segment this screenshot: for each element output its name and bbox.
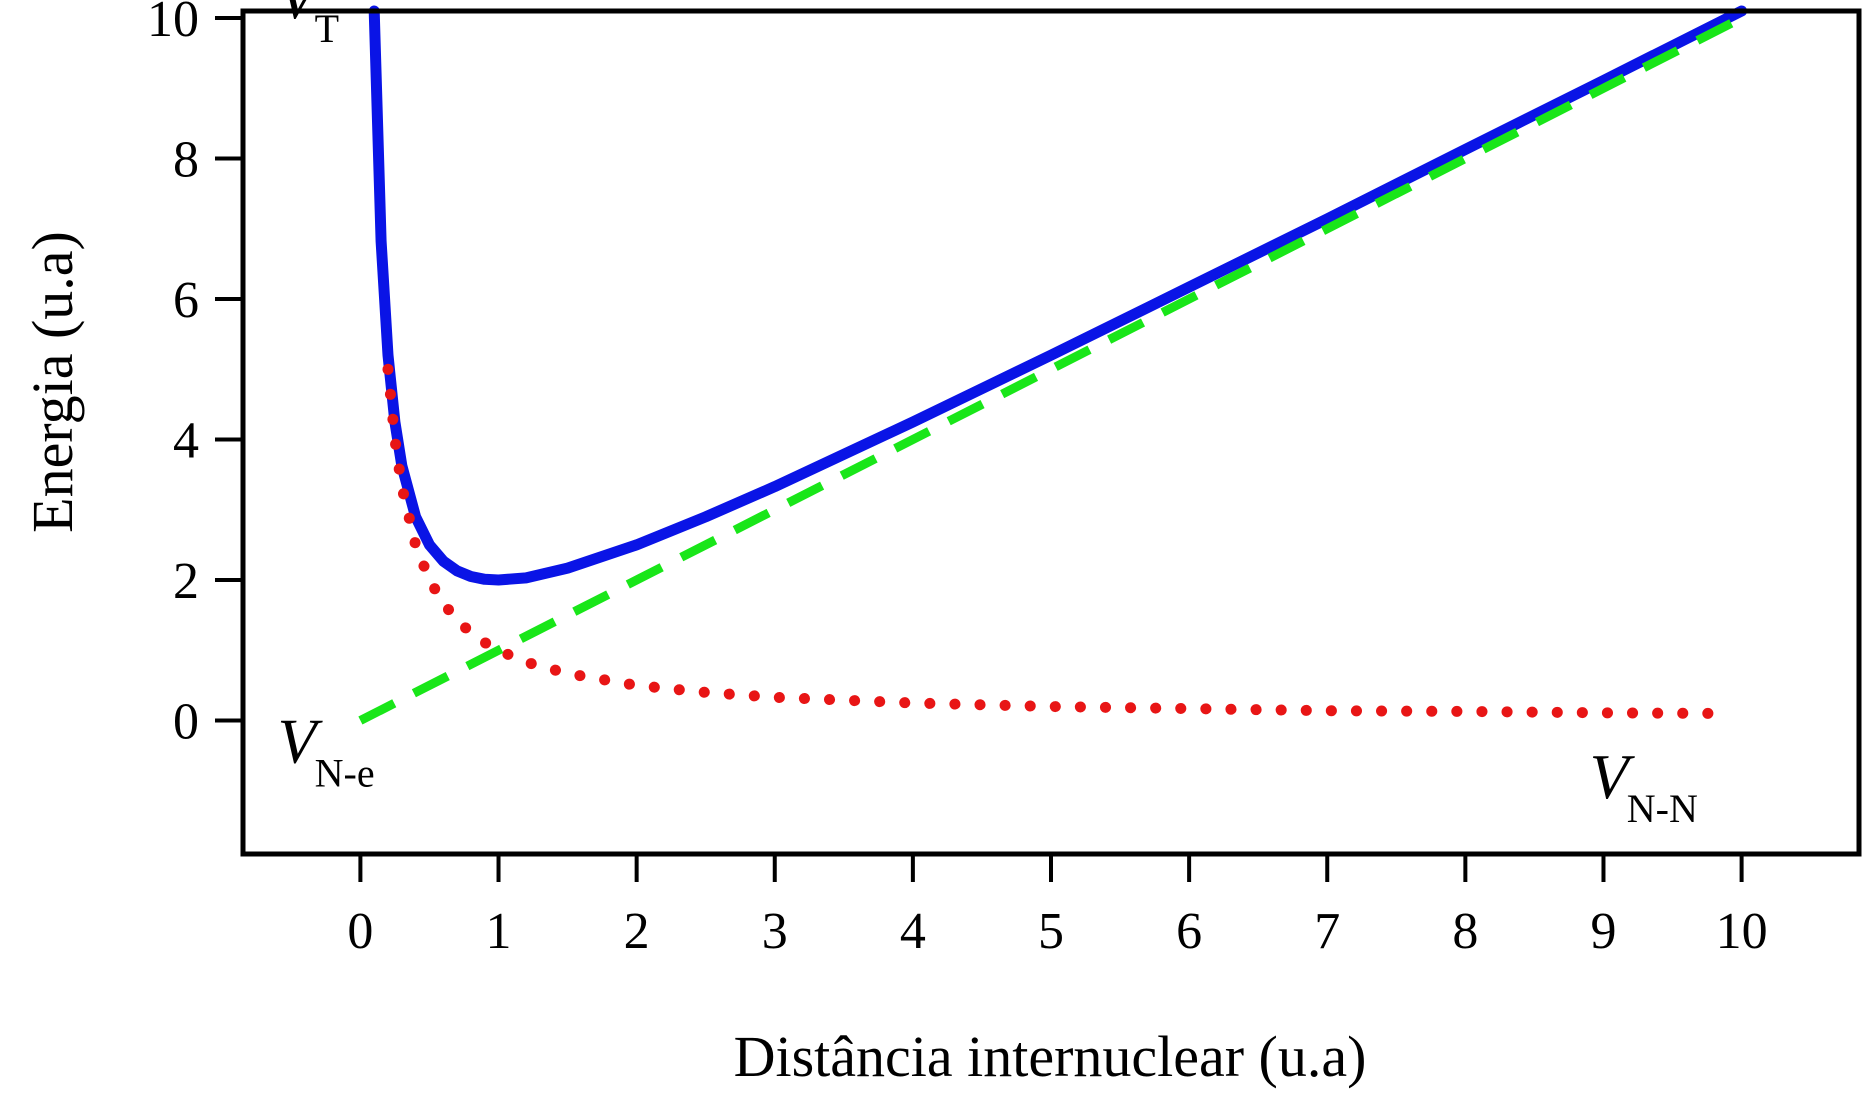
x-tick-label: 6 [1176,903,1202,960]
ticks-layer: 0 1 2 3 4 5 6 7 8 9 10 0 2 4 6 8 10 [147,0,1768,960]
y-tick-label: 2 [173,553,199,610]
series-line-dotted [382,363,1734,719]
series-line-dashed [358,13,1744,725]
x-tick-label: 1 [486,903,512,960]
x-tick-label: 9 [1590,903,1616,960]
x-tick-label: 8 [1452,903,1478,960]
x-axis-title: Distância internuclear (u.a) [734,1024,1367,1089]
annotation-layer: VT VN-e VN-N [278,0,1698,831]
plot-frame [240,8,1862,857]
x-tick-label: 3 [762,903,788,960]
y-tick-label: 8 [173,132,199,189]
series-line-solid [368,5,1748,586]
series-layer [358,5,1748,725]
x-tick-label: 4 [900,903,926,960]
x-tick-label: 0 [347,903,373,960]
x-tick-label: 5 [1038,903,1064,960]
x-tick-label: 10 [1716,903,1768,960]
x-tick-label: 2 [624,903,650,960]
y-tick-label: 10 [147,0,199,48]
curve-annotation: VT [278,0,340,51]
x-tick-label: 7 [1314,903,1340,960]
curve-annotation: VN-e [278,706,375,796]
y-tick-label: 0 [173,694,199,751]
y-tick-label: 4 [173,413,199,470]
y-tick-label: 6 [173,272,199,329]
y-axis-title: Energia (u.a) [20,231,85,533]
curve-annotation: VN-N [1590,741,1698,831]
